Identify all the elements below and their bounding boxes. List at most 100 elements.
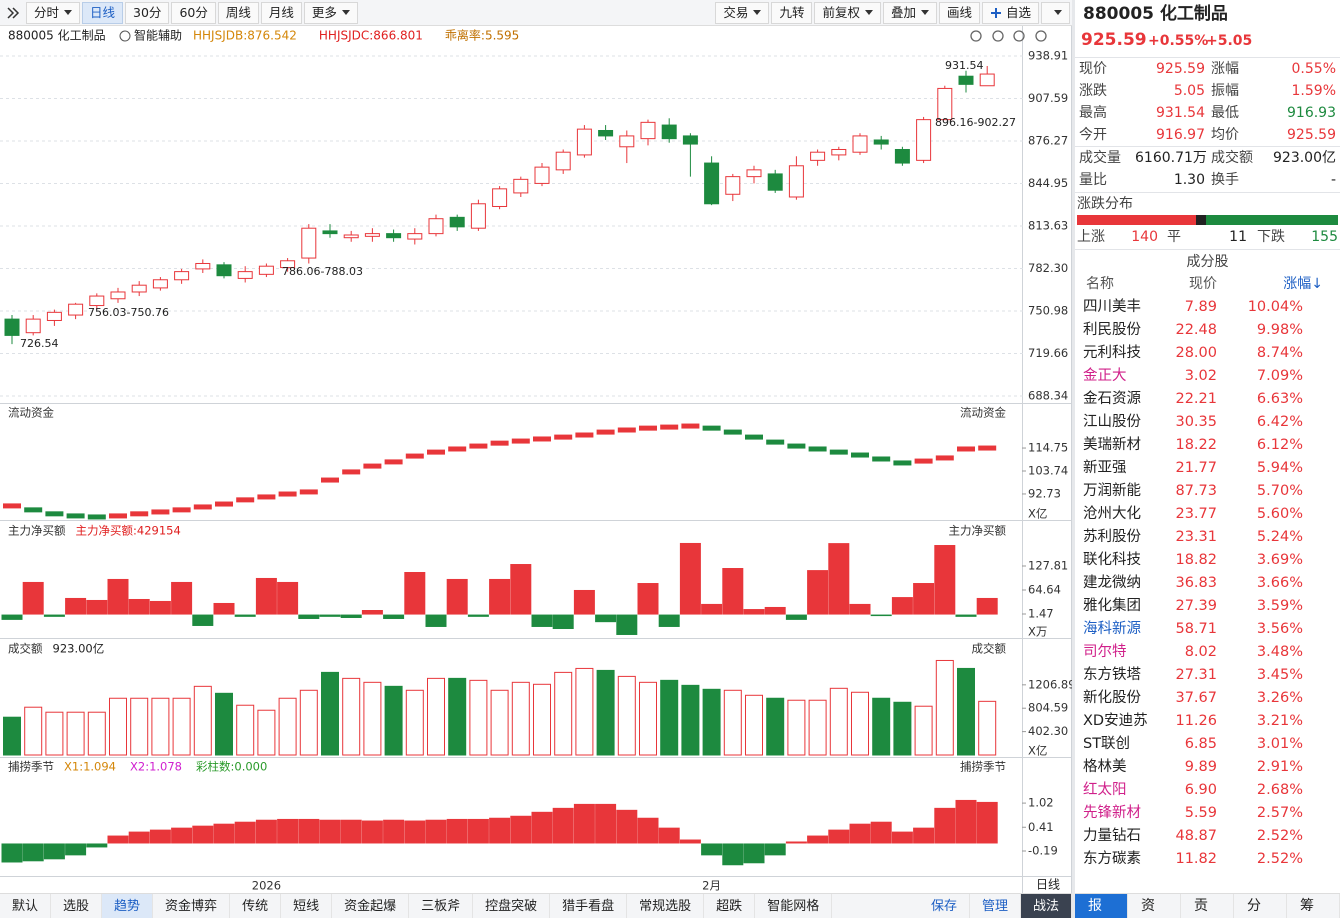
- bar: [658, 827, 680, 844]
- down-bar: [1205, 215, 1338, 225]
- stock-name[interactable]: ST联创: [1083, 736, 1131, 752]
- flow-mark: [533, 436, 551, 442]
- volume-bar: [405, 689, 424, 756]
- bar: [807, 835, 829, 844]
- stock-name[interactable]: 建龙微纳: [1083, 575, 1141, 591]
- stock-change: 5.60%: [1256, 506, 1303, 522]
- panel-tab[interactable]: 资金: [1128, 894, 1181, 918]
- panel-tab[interactable]: 贡献: [1181, 894, 1234, 918]
- volume-bar: [299, 689, 318, 756]
- volume-bar: [660, 679, 679, 756]
- stock-name[interactable]: XD安迪苏: [1083, 713, 1148, 729]
- strategy-tab[interactable]: 传统: [230, 894, 282, 918]
- stock-change: 3.69%: [1256, 552, 1303, 568]
- panel-title: 流动资金: [8, 406, 54, 420]
- flow-mark: [766, 439, 785, 445]
- period-button[interactable]: 月线: [260, 1, 302, 24]
- stock-name[interactable]: 雅化集团: [1083, 598, 1141, 614]
- assist-icon[interactable]: [119, 30, 131, 42]
- stock-name[interactable]: 海科新源: [1083, 621, 1141, 637]
- stock-name[interactable]: 美瑞新材: [1083, 437, 1141, 453]
- stock-name[interactable]: 新亚强: [1083, 460, 1127, 476]
- strategy-tab[interactable]: 常规选股: [627, 894, 705, 918]
- stock-name[interactable]: 利民股份: [1083, 322, 1141, 338]
- strategy-tab[interactable]: 短线: [281, 894, 333, 918]
- stock-name[interactable]: 东方碳素: [1083, 851, 1141, 867]
- watchlist-button[interactable]: 自选: [982, 1, 1039, 24]
- volume-bar: [914, 705, 933, 756]
- stock-name[interactable]: 金石资源: [1083, 391, 1141, 407]
- bar: [467, 614, 489, 617]
- expand-icon[interactable]: [0, 3, 26, 23]
- volume-bar: [935, 659, 954, 756]
- action-tab[interactable]: 战法: [1020, 894, 1072, 918]
- volume-bar: [469, 679, 488, 756]
- period-button[interactable]: 分时: [26, 1, 81, 24]
- stock-price: 23.77: [1175, 506, 1217, 522]
- strategy-tab[interactable]: 资金起爆: [332, 894, 410, 918]
- candle-body: [576, 128, 592, 156]
- stock-name[interactable]: 元利科技: [1083, 345, 1141, 361]
- y-tick-label: 907.59: [1028, 91, 1068, 105]
- dropdown-button[interactable]: [1041, 1, 1070, 24]
- stock-name[interactable]: 力量钻石: [1083, 828, 1141, 844]
- stock-name[interactable]: 新化股份: [1083, 690, 1141, 706]
- action-tab[interactable]: 管理: [970, 894, 1021, 918]
- bar: [277, 581, 299, 615]
- volume-bar: [66, 711, 85, 756]
- stock-name[interactable]: 四川美丰: [1083, 299, 1141, 315]
- strategy-tab[interactable]: 猎手看盘: [550, 894, 628, 918]
- flow-mark: [681, 423, 700, 429]
- stock-name[interactable]: 先锋新材: [1083, 805, 1141, 821]
- stock-name[interactable]: 格林美: [1083, 759, 1127, 775]
- tool-button[interactable]: 叠加: [882, 1, 937, 24]
- more-button[interactable]: 更多: [303, 1, 358, 24]
- quote-label: 换手: [1211, 172, 1239, 188]
- bar: [171, 581, 193, 615]
- stock-name[interactable]: 江山股份: [1083, 414, 1141, 430]
- flow-mark: [215, 501, 233, 507]
- action-tab[interactable]: 保存: [919, 894, 970, 918]
- stock-change: 5.94%: [1256, 460, 1303, 476]
- tool-button[interactable]: 画线: [938, 1, 980, 24]
- stock-name[interactable]: 万润新能: [1083, 483, 1141, 499]
- bar: [489, 578, 511, 615]
- tool-button[interactable]: 九转: [771, 1, 813, 24]
- strategy-tab[interactable]: 默认: [0, 894, 52, 918]
- volume-bar: [957, 667, 975, 756]
- period-button[interactable]: 日线: [82, 1, 124, 24]
- stock-name[interactable]: 司尔特: [1083, 644, 1127, 660]
- bar: [722, 843, 744, 866]
- tool-button[interactable]: 前复权: [814, 1, 881, 24]
- period-button[interactable]: 周线: [217, 1, 259, 24]
- flow-mark: [957, 446, 975, 452]
- stock-name[interactable]: 联化科技: [1083, 552, 1141, 568]
- strategy-tab[interactable]: 三板斧: [409, 894, 474, 918]
- candle-body: [661, 124, 677, 140]
- bar: [107, 578, 129, 615]
- strategy-tab[interactable]: 趋势: [102, 894, 154, 918]
- volume-bar: [109, 697, 127, 756]
- stock-name[interactable]: 东方铁塔: [1083, 667, 1141, 683]
- bar: [573, 803, 595, 844]
- column-header[interactable]: 涨幅↓: [1283, 276, 1323, 292]
- flow-mark: [87, 514, 106, 520]
- candle-body: [152, 279, 168, 289]
- volume-bar: [617, 675, 636, 756]
- strategy-tab[interactable]: 资金博弈: [153, 894, 231, 918]
- period-button[interactable]: 30分: [125, 1, 170, 24]
- strategy-tab[interactable]: 超跌: [704, 894, 756, 918]
- stock-name[interactable]: 金正大: [1083, 368, 1127, 384]
- tool-button[interactable]: 交易: [715, 1, 770, 24]
- stock-name[interactable]: 苏利股份: [1083, 529, 1141, 545]
- panel-tab[interactable]: 报价: [1075, 894, 1128, 918]
- period-button[interactable]: 60分: [171, 1, 216, 24]
- strategy-tab[interactable]: 选股: [51, 894, 103, 918]
- stock-name[interactable]: 沧州大化: [1083, 506, 1141, 522]
- panel-tab[interactable]: 筹码: [1287, 894, 1340, 918]
- bar: [404, 820, 426, 844]
- panel-tab[interactable]: 分价: [1234, 894, 1287, 918]
- stock-name[interactable]: 红太阳: [1083, 782, 1127, 798]
- strategy-tab[interactable]: 控盘突破: [473, 894, 551, 918]
- strategy-tab[interactable]: 智能网格: [755, 894, 833, 918]
